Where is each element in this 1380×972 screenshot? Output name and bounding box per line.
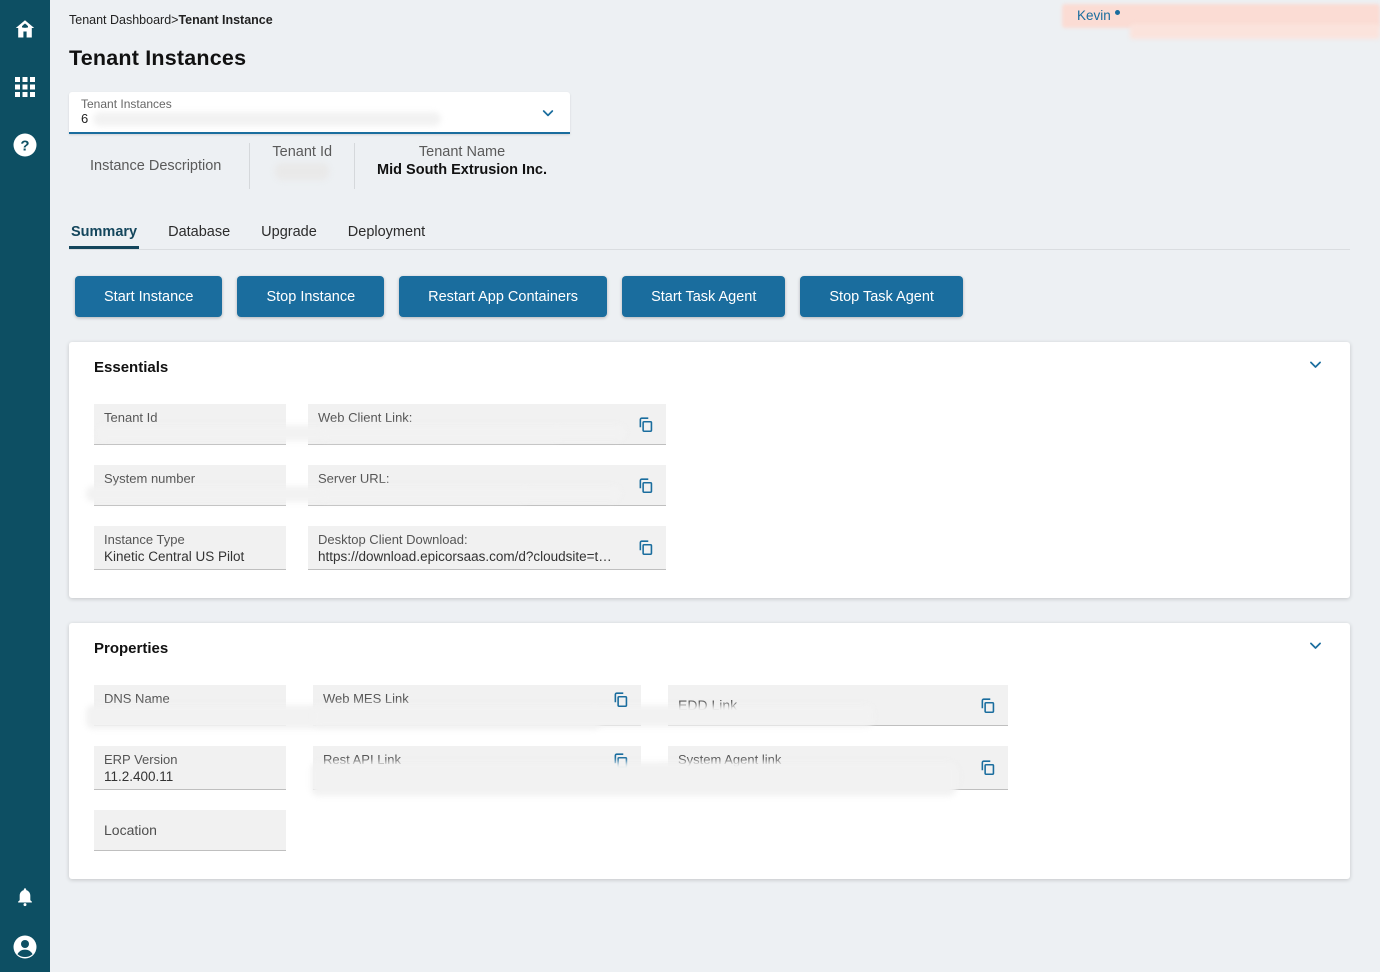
breadcrumb-parent[interactable]: Tenant Dashboard — [69, 13, 172, 27]
copy-icon[interactable] — [633, 473, 657, 497]
collapse-chevron-icon[interactable] — [1307, 356, 1324, 378]
tab-summary[interactable]: Summary — [69, 220, 140, 249]
field-label: Desktop Client Download: — [318, 532, 468, 547]
essentials-card: Essentials Tenant Id Web Client Link: S — [69, 342, 1350, 598]
field-label: Web MES Link — [323, 691, 409, 706]
field-server-url: Server URL: — [308, 465, 666, 506]
restart-app-containers-button[interactable]: Restart App Containers — [399, 276, 608, 317]
field-label: Instance Type — [104, 532, 185, 547]
field-label: System number — [104, 471, 196, 486]
field-web-client-link: Web Client Link: — [308, 404, 666, 445]
stop-task-agent-button[interactable]: Stop Task Agent — [800, 276, 963, 317]
copy-icon[interactable] — [975, 756, 999, 780]
copy-icon[interactable] — [608, 687, 632, 711]
field-location: Location — [94, 810, 286, 851]
tenant-instances-select-value: 6 — [81, 111, 558, 128]
redacted-value — [320, 425, 625, 440]
tenant-name-value: Mid South Extrusion Inc. — [377, 162, 548, 178]
field-label: Web Client Link: — [318, 410, 413, 425]
field-dns-name: DNS Name — [86, 685, 601, 729]
start-instance-button[interactable]: Start Instance — [75, 276, 223, 317]
instance-description-label: Instance Description — [90, 158, 222, 174]
essentials-title: Essentials — [94, 359, 169, 376]
redacted-value — [93, 112, 441, 126]
home-icon[interactable] — [12, 16, 38, 42]
redacted-value — [320, 486, 620, 501]
tab-database[interactable]: Database — [168, 224, 231, 240]
notifications-bell-icon[interactable] — [12, 884, 38, 910]
tab-bar: Summary Database Upgrade Deployment — [69, 220, 1350, 250]
field-label: Location — [104, 822, 157, 838]
field-label: Tenant Id — [104, 410, 158, 425]
field-instance-type: Instance Type Kinetic Central US Pilot — [94, 526, 286, 570]
user-name[interactable]: Kevin — [1077, 8, 1111, 23]
tenant-id-cell: Tenant Id — [250, 140, 354, 192]
properties-title: Properties — [94, 640, 169, 657]
stop-instance-button[interactable]: Stop Instance — [237, 276, 385, 317]
tenant-id-label: Tenant Id — [272, 144, 333, 160]
field-value: 11.2.400.11 — [104, 769, 174, 784]
copy-icon[interactable] — [633, 536, 657, 560]
tenant-name-label: Tenant Name — [418, 144, 506, 160]
field-rest-api-link: Rest API Link — [311, 746, 956, 796]
field-erp-version: ERP Version 11.2.400.11 — [94, 746, 286, 790]
tenant-id-redacted-value — [275, 163, 330, 180]
account-icon[interactable] — [12, 934, 38, 960]
apps-grid-icon[interactable] — [12, 74, 38, 100]
instance-info-row: Instance Description Tenant Id Tenant Na… — [69, 140, 1350, 192]
collapse-chevron-icon[interactable] — [1307, 637, 1324, 659]
field-label: Server URL: — [318, 471, 390, 486]
redaction-strip — [1130, 24, 1380, 39]
breadcrumb-separator: > — [171, 13, 179, 27]
start-task-agent-button[interactable]: Start Task Agent — [622, 276, 786, 317]
page-title: Tenant Instances — [69, 46, 247, 70]
redacted-value — [311, 762, 956, 796]
copy-icon[interactable] — [633, 412, 657, 436]
breadcrumb[interactable]: Tenant Dashboard>Tenant Instance — [69, 13, 273, 27]
tenant-name-cell: Tenant Name Mid South Extrusion Inc. — [355, 140, 569, 192]
tab-deployment[interactable]: Deployment — [347, 224, 426, 240]
field-value: https://download.epicorsaas.com/d?clouds… — [318, 549, 612, 564]
breadcrumb-current: Tenant Instance — [178, 13, 273, 27]
instance-actions: Start Instance Stop Instance Restart App… — [75, 276, 1350, 317]
tab-upgrade[interactable]: Upgrade — [261, 224, 317, 240]
copy-icon[interactable] — [975, 693, 999, 717]
redacted-value — [313, 705, 873, 727]
field-tenant-id: Tenant Id — [94, 404, 563, 445]
field-value: Kinetic Central US Pilot — [104, 549, 245, 564]
chevron-down-icon[interactable] — [540, 105, 556, 126]
app-sidebar: ? — [0, 0, 50, 972]
tenant-instances-select[interactable]: Tenant Instances 6 — [69, 92, 570, 134]
field-system-number: System number — [86, 465, 531, 506]
field-web-mes-link: Web MES Link — [313, 685, 873, 727]
user-menu-dot — [1115, 10, 1120, 15]
svg-text:?: ? — [20, 138, 29, 155]
properties-card: Properties DNS Name Web MES Link EDD Lin… — [69, 623, 1350, 879]
field-desktop-client-download: Desktop Client Download: https://downloa… — [308, 526, 666, 570]
main-content: Tenant Dashboard>Tenant Instance Kevin T… — [50, 0, 1380, 972]
tenant-instances-select-label: Tenant Instances — [81, 97, 172, 111]
help-icon[interactable]: ? — [12, 132, 38, 158]
top-bar: Tenant Dashboard>Tenant Instance Kevin — [69, 0, 1380, 40]
user-area-redacted: Kevin — [1062, 4, 1380, 39]
divider — [249, 143, 251, 189]
field-label: ERP Version — [104, 752, 178, 767]
field-label: DNS Name — [104, 691, 170, 706]
divider — [354, 143, 356, 189]
